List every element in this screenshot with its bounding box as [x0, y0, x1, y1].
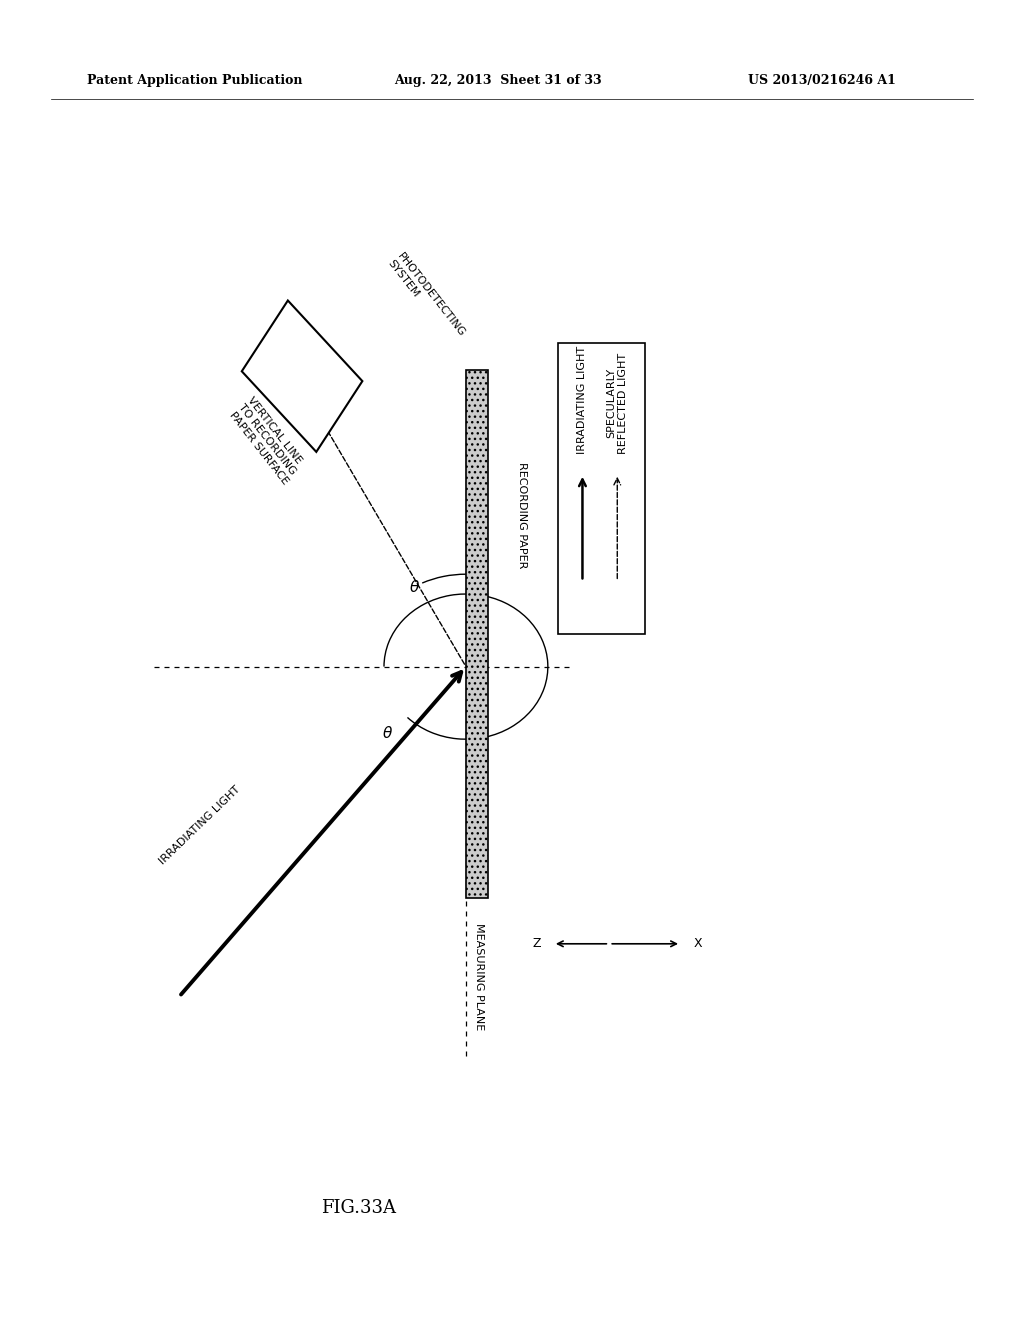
Text: VERTICAL LINE
TO RECORDING
PAPER SURFACE: VERTICAL LINE TO RECORDING PAPER SURFACE — [227, 396, 308, 486]
Text: IRRADIATING LIGHT: IRRADIATING LIGHT — [578, 346, 588, 454]
Text: PHOTODETECTING
SYSTEM: PHOTODETECTING SYSTEM — [386, 251, 467, 346]
Text: MEASURING PLANE: MEASURING PLANE — [474, 923, 484, 1031]
Text: IRRADIATING LIGHT: IRRADIATING LIGHT — [158, 784, 242, 866]
Text: Patent Application Publication: Patent Application Publication — [87, 74, 302, 87]
Text: SPECULARLY
REFLECTED LIGHT: SPECULARLY REFLECTED LIGHT — [606, 352, 628, 454]
Text: FIG.33A: FIG.33A — [321, 1199, 396, 1217]
Text: Aug. 22, 2013  Sheet 31 of 33: Aug. 22, 2013 Sheet 31 of 33 — [394, 74, 602, 87]
Bar — [558, 343, 645, 634]
Text: $\theta$: $\theta$ — [410, 579, 420, 595]
Text: RECORDING PAPER: RECORDING PAPER — [517, 462, 527, 568]
Bar — [466, 370, 488, 898]
Text: $\theta$: $\theta$ — [382, 725, 392, 741]
Polygon shape — [242, 301, 362, 451]
Text: US 2013/0216246 A1: US 2013/0216246 A1 — [748, 74, 895, 87]
Text: Z: Z — [532, 937, 541, 950]
Text: X: X — [693, 937, 701, 950]
